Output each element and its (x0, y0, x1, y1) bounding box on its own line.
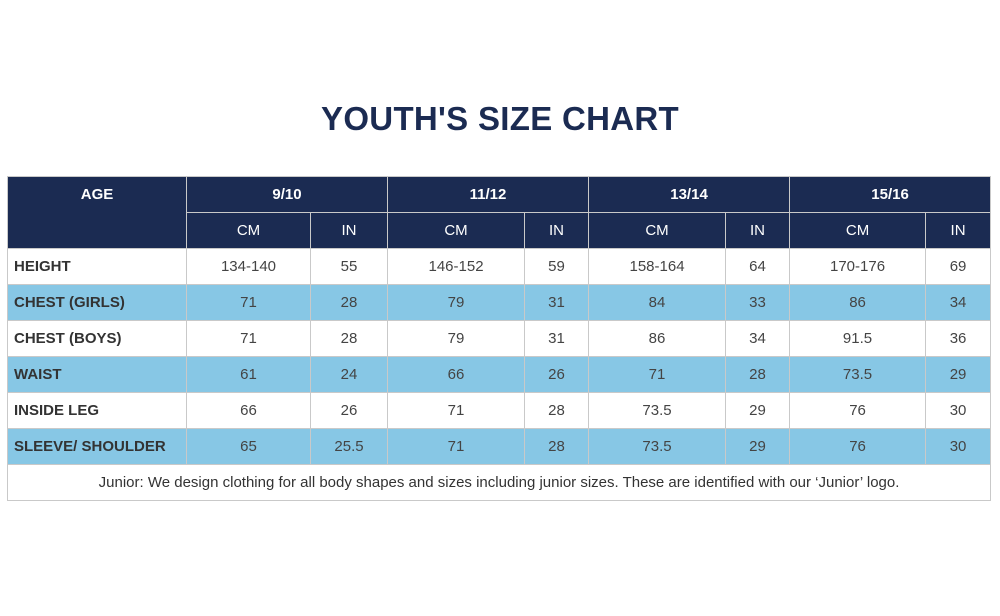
unit-header: CM (186, 212, 311, 249)
table-cell: 26 (524, 356, 590, 393)
table-cell: 34 (925, 284, 992, 321)
row-label: SLEEVE/ SHOULDER (7, 428, 187, 465)
table-cell: 26 (309, 392, 389, 429)
table-cell: 134-140 (186, 248, 311, 285)
table-cell: 73.5 (789, 356, 927, 393)
table-cell: 30 (925, 392, 992, 429)
table-cell: 86 (588, 320, 727, 357)
table-cell: 28 (725, 356, 791, 393)
age-header-15-16: 15/16 (789, 176, 992, 213)
unit-header: CM (789, 212, 927, 249)
table-cell: 29 (925, 356, 992, 393)
table-row-chest-girls: CHEST (GIRLS) 71 28 79 31 84 33 86 34 (7, 284, 992, 321)
age-header-13-14: 13/14 (588, 176, 791, 213)
row-label: CHEST (BOYS) (7, 320, 187, 357)
table-cell: 59 (524, 248, 590, 285)
table-cell: 29 (725, 392, 791, 429)
table-cell: 76 (789, 428, 927, 465)
table-cell: 71 (588, 356, 727, 393)
table-row-waist: WAIST 61 24 66 26 71 28 73.5 29 (7, 356, 992, 393)
unit-header: CM (588, 212, 727, 249)
table-cell: 71 (387, 428, 526, 465)
row-label: WAIST (7, 356, 187, 393)
table-cell: 86 (789, 284, 927, 321)
table-cell: 73.5 (588, 428, 727, 465)
table-cell: 91.5 (789, 320, 927, 357)
table-row-sleeve-shoulder: SLEEVE/ SHOULDER 65 25.5 71 28 73.5 29 7… (7, 428, 992, 465)
table-cell: 66 (186, 392, 311, 429)
footnote-row: Junior: We design clothing for all body … (6, 464, 992, 501)
table-cell: 79 (387, 284, 526, 321)
table-row-chest-boys: CHEST (BOYS) 71 28 79 31 86 34 91.5 36 (7, 320, 992, 357)
table-cell: 30 (925, 428, 992, 465)
table-cell: 25.5 (309, 428, 389, 465)
table-cell: 69 (925, 248, 992, 285)
table-cell: 24 (309, 356, 389, 393)
table-cell: 34 (725, 320, 791, 357)
table-cell: 170-176 (789, 248, 927, 285)
table-cell: 31 (524, 320, 590, 357)
table-cell: 71 (186, 284, 311, 321)
table-cell: 71 (186, 320, 311, 357)
table-cell: 28 (524, 428, 590, 465)
table-cell: 28 (524, 392, 590, 429)
table-cell: 146-152 (387, 248, 526, 285)
row-label: HEIGHT (7, 248, 187, 285)
age-header-11-12: 11/12 (387, 176, 590, 213)
table-cell: 33 (725, 284, 791, 321)
table-cell: 65 (186, 428, 311, 465)
table-cell: 29 (725, 428, 791, 465)
footnote-text: Junior: We design clothing for all body … (6, 464, 992, 501)
table-row-inside-leg: INSIDE LEG 66 26 71 28 73.5 29 76 30 (7, 392, 992, 429)
unit-header: IN (524, 212, 590, 249)
table-cell: 64 (725, 248, 791, 285)
table-cell: 31 (524, 284, 590, 321)
age-header-label: AGE (7, 176, 187, 249)
unit-header-row: CM IN CM IN CM IN CM IN (8, 212, 992, 249)
table-cell: 55 (309, 248, 389, 285)
unit-header: IN (925, 212, 992, 249)
age-header-9-10: 9/10 (185, 176, 389, 213)
table-cell: 36 (925, 320, 992, 357)
size-chart-table: AGE 9/10 11/12 13/14 15/16 CM IN CM IN C… (6, 176, 992, 501)
age-header-row: AGE 9/10 11/12 13/14 15/16 (7, 176, 992, 249)
unit-header: CM (387, 212, 526, 249)
table-cell: 84 (588, 284, 727, 321)
table-cell: 66 (387, 356, 526, 393)
table-cell: 158-164 (588, 248, 727, 285)
unit-header: IN (725, 212, 791, 249)
table-cell: 73.5 (588, 392, 727, 429)
unit-header: IN (309, 212, 389, 249)
table-cell: 71 (387, 392, 526, 429)
page-title: YOUTH'S SIZE CHART (321, 100, 679, 137)
table-row-height: HEIGHT 134-140 55 146-152 59 158-164 64 … (7, 248, 992, 285)
table-cell: 61 (186, 356, 311, 393)
table-cell: 28 (309, 320, 389, 357)
table-cell: 79 (387, 320, 526, 357)
table-cell: 76 (789, 392, 927, 429)
row-label: INSIDE LEG (7, 392, 187, 429)
table-cell: 28 (309, 284, 389, 321)
row-label: CHEST (GIRLS) (7, 284, 187, 321)
